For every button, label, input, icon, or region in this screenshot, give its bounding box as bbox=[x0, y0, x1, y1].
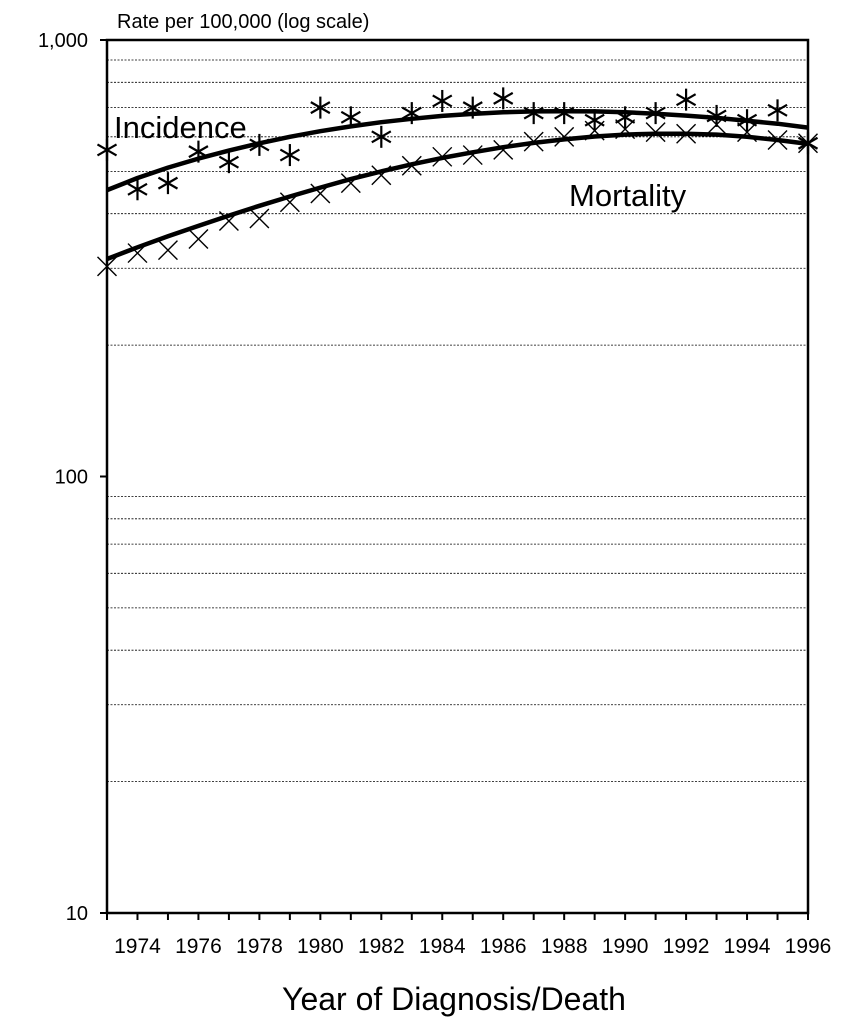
x-tick-label: 1986 bbox=[480, 935, 527, 958]
mortality-data-point bbox=[97, 256, 117, 277]
incidence-data-point bbox=[676, 88, 697, 111]
mortality-fitted-line bbox=[106, 131, 809, 262]
mortality-data-point bbox=[157, 240, 178, 261]
y-tick-label: 100 bbox=[55, 467, 88, 489]
x-tick-label: 1990 bbox=[602, 935, 649, 958]
y-tick-label: 10 bbox=[66, 903, 88, 925]
x-tick-label: 1978 bbox=[236, 935, 283, 958]
incidence-data-point bbox=[706, 104, 727, 127]
mortality-data-point bbox=[645, 122, 666, 143]
plot-area-frame bbox=[105, 38, 810, 915]
mortality-series-label: Mortality bbox=[569, 178, 687, 213]
mortality-data-point bbox=[615, 119, 636, 140]
incidence-data-point bbox=[127, 178, 148, 201]
mortality-data-point bbox=[554, 126, 575, 147]
mortality-data-point bbox=[310, 183, 331, 204]
mortality-data-point bbox=[767, 130, 788, 151]
mortality-data-point bbox=[401, 155, 422, 176]
mortality-data-point bbox=[462, 145, 483, 166]
mortality-data-point bbox=[371, 165, 392, 186]
series-layer: Incidence Mortality bbox=[96, 87, 819, 277]
incidence-data-point bbox=[493, 87, 514, 110]
incidence-data-point bbox=[401, 102, 422, 125]
mortality-data-point bbox=[188, 229, 209, 250]
mortality-data-point bbox=[798, 133, 818, 154]
mortality-series: Mortality bbox=[97, 114, 818, 277]
incidence-data-point bbox=[218, 151, 239, 174]
incidence-data-point bbox=[188, 140, 209, 163]
x-tick-label: 1984 bbox=[419, 935, 466, 958]
x-tick-label: 1982 bbox=[358, 935, 405, 958]
x-tick-label: 1976 bbox=[175, 935, 222, 958]
incidence-data-point bbox=[645, 102, 666, 125]
incidence-data-point bbox=[249, 133, 270, 156]
incidence-data-point bbox=[279, 144, 300, 167]
y-tick-label: 1,000 bbox=[38, 30, 88, 52]
y-axis-label: Rate per 100,000 (log scale) bbox=[117, 11, 369, 33]
mortality-data-point bbox=[249, 208, 270, 229]
incidence-data-point bbox=[340, 106, 361, 129]
incidence-data-point bbox=[736, 109, 758, 132]
mortality-data-point bbox=[676, 123, 697, 144]
incidence-fitted-line bbox=[106, 108, 809, 193]
incidence-data-point bbox=[462, 96, 483, 119]
incidence-series: Incidence bbox=[96, 87, 819, 201]
gridlines bbox=[107, 59, 808, 783]
mortality-data-point bbox=[279, 192, 300, 213]
x-tick-label: 1996 bbox=[785, 935, 832, 958]
mortality-data-point bbox=[737, 122, 758, 143]
incidence-data-point bbox=[310, 96, 331, 119]
mortality-data-point bbox=[340, 173, 361, 194]
y-axis-ticks: 10 100 1,000 bbox=[38, 30, 107, 925]
incidence-data-point bbox=[554, 102, 575, 125]
incidence-data-point bbox=[157, 172, 179, 195]
x-tick-label: 1994 bbox=[724, 935, 771, 958]
mortality-data-point bbox=[218, 210, 239, 231]
incidence-data-point bbox=[96, 138, 118, 161]
incidence-data-point bbox=[371, 125, 392, 148]
mortality-data-point bbox=[706, 114, 727, 135]
incidence-data-point bbox=[523, 102, 544, 125]
mortality-data-point bbox=[584, 120, 605, 141]
incidence-data-point bbox=[767, 99, 788, 122]
x-tick-label: 1992 bbox=[663, 935, 710, 958]
x-tick-label: 1974 bbox=[114, 935, 161, 958]
incidence-series-label: Incidence bbox=[114, 110, 247, 145]
x-tick-label: 1980 bbox=[297, 935, 344, 958]
mortality-data-point bbox=[432, 146, 453, 167]
x-axis-label: Year of Diagnosis/Death bbox=[282, 981, 626, 1017]
incidence-data-point bbox=[615, 106, 636, 129]
incidence-data-point bbox=[432, 89, 453, 112]
mortality-data-point bbox=[523, 131, 544, 152]
mortality-data-point bbox=[493, 139, 514, 160]
x-axis-ticks: 1974 1976 1978 1980 1982 1984 1986 1988 1990 1992… bbox=[106, 913, 832, 958]
x-tick-label: 1988 bbox=[541, 935, 588, 958]
mortality-data-point bbox=[127, 243, 148, 264]
